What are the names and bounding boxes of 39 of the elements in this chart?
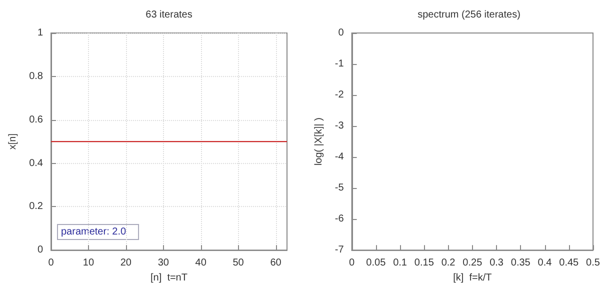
x-tick-label: 0.3 (490, 258, 504, 269)
y-tick-label: -2 (334, 90, 344, 101)
x-tick-label: 0.35 (510, 258, 531, 269)
y-tick-label: 0.4 (29, 158, 44, 169)
annotation: parameter: 2.0 (61, 226, 126, 238)
y-tick-label: 0 (338, 28, 344, 38)
x-tick-label: 10 (82, 258, 94, 269)
x-tick-label: 50 (232, 258, 244, 269)
y-axis-title: x[n] (8, 133, 19, 150)
y-tick-label: -4 (334, 152, 344, 163)
chart-title: spectrum (256 iterates) (418, 10, 520, 20)
y-tick-label: 0.2 (29, 201, 44, 212)
x-tick-label: 0.15 (414, 258, 434, 269)
x-axis-title: [k] f=k/T (453, 272, 492, 284)
x-tick-label: 0.1 (393, 258, 408, 269)
y-tick-label: -3 (334, 120, 344, 132)
x-axis-title: [n] t=nT (150, 272, 188, 284)
y-tick-label: 0 (37, 244, 44, 256)
x-tick-label: 0.4 (538, 258, 552, 269)
x-tick-label: 0 (48, 258, 54, 269)
x-tick-label: 60 (270, 258, 282, 269)
x-tick-label: 0.05 (366, 258, 386, 269)
y-tick-label: 0.6 (29, 114, 44, 126)
x-tick-label: 0.45 (559, 258, 580, 269)
y-tick-label: 0.8 (29, 70, 44, 82)
chart-title: 63 iterates (146, 10, 192, 20)
y-tick-label: -5 (334, 182, 344, 194)
y-axis-title: log( |X[k]| ) (314, 118, 324, 166)
y-tick-label: -1 (334, 58, 344, 70)
x-tick-label: 0.5 (586, 258, 600, 269)
x-tick-label: 0 (349, 258, 356, 269)
y-tick-label: -7 (334, 244, 344, 256)
x-tick-label: 20 (120, 258, 132, 269)
y-tick-label: -6 (334, 214, 344, 225)
y-tick-label: 1 (37, 28, 44, 38)
x-tick-label: 0.25 (462, 258, 483, 269)
x-tick-label: 40 (195, 258, 207, 269)
x-tick-label: 0.2 (441, 258, 456, 269)
x-tick-label: 30 (158, 258, 170, 269)
